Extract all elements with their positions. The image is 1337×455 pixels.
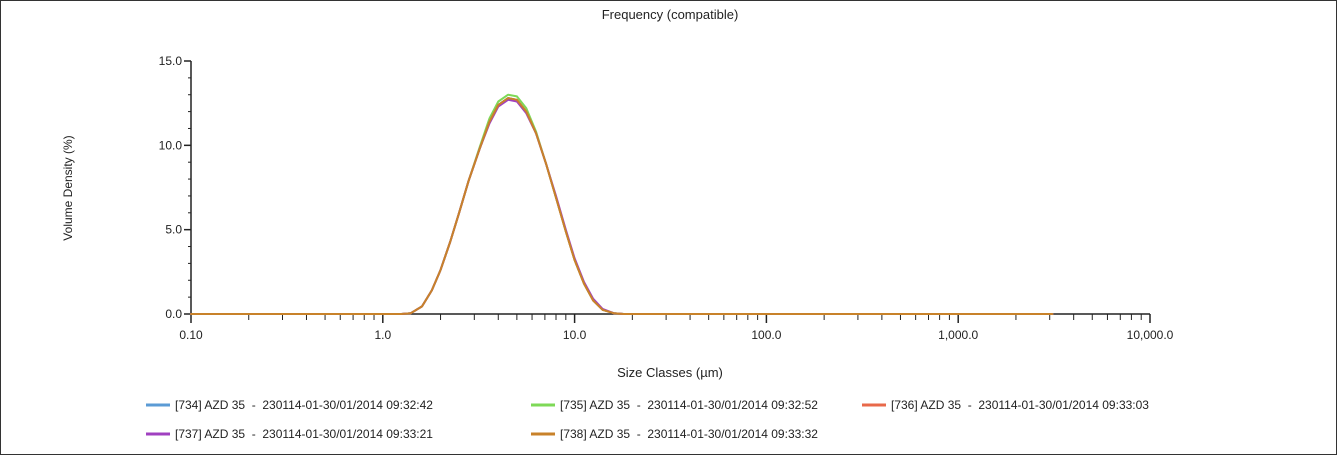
legend-label-1: [734] AZD 35 - 230114-01-30/01/2014 09:3… [175, 398, 433, 412]
x-tick-label: 10.0 [563, 328, 587, 342]
x-tick-label: 10,000.0 [1127, 328, 1174, 342]
x-tick-label: 100.0 [751, 328, 781, 342]
legend: [734] AZD 35 - 230114-01-30/01/2014 09:3… [146, 398, 1149, 441]
legend-label-2: [735] AZD 35 - 230114-01-30/01/2014 09:3… [560, 398, 818, 412]
x-axis-title: Size Classes (µm) [617, 365, 723, 380]
series-lines [190, 93, 1054, 315]
series-line-4 [190, 98, 1054, 315]
series-line-5 [190, 97, 1054, 315]
series-line-2 [190, 93, 1054, 315]
series-line-1 [190, 97, 1054, 315]
y-tick-label: 5.0 [165, 223, 182, 237]
y-tick-label: 15.0 [159, 54, 183, 68]
legend-label-4: [737] AZD 35 - 230114-01-30/01/2014 09:3… [175, 427, 433, 441]
series-line-3 [190, 97, 1054, 315]
chart-title: Frequency (compatible) [602, 7, 739, 22]
legend-label-3: [736] AZD 35 - 230114-01-30/01/2014 09:3… [891, 398, 1149, 412]
y-tick-label: 0.0 [165, 307, 182, 321]
y-axis-title: Volume Density (%) [61, 135, 75, 240]
y-tick-label: 10.0 [159, 138, 183, 152]
axes: 0.10 1.0 10.0 100.0 1,000.0 10,000.0 0.0 5.0 10.… [159, 54, 1174, 342]
x-tick-label: 1.0 [374, 328, 391, 342]
x-tick-label: 1,000.0 [938, 328, 978, 342]
x-tick-label: 0.10 [179, 328, 203, 342]
legend-label-5: [738] AZD 35 - 230114-01-30/01/2014 09:3… [560, 427, 818, 441]
